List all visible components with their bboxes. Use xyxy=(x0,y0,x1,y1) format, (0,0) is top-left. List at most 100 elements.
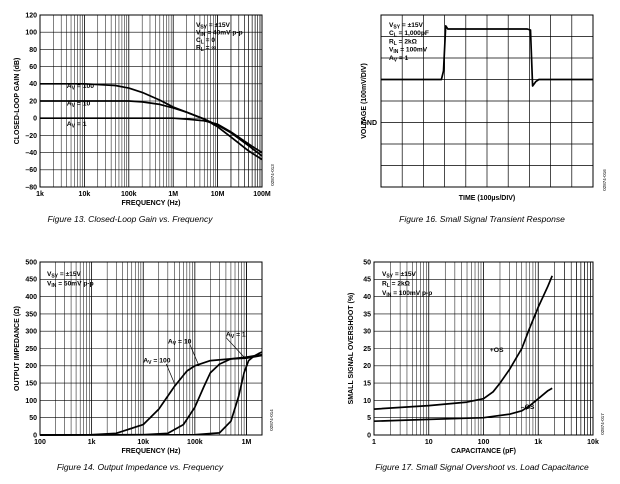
leader-line xyxy=(525,405,531,410)
label-leaders xyxy=(165,337,531,410)
x-axis-label: CAPACITANCE (pF) xyxy=(451,448,516,455)
y-tick-label: 20 xyxy=(363,363,371,370)
y-tick-label: 20 xyxy=(29,98,37,105)
y-tick-label: 0 xyxy=(33,116,37,123)
x-tick-label: 100k xyxy=(121,191,137,198)
chart-2: GND TIME (100µs/DIV) VOLTAGE (100mV/DIV) VS… xyxy=(361,14,607,224)
y-tick-label: 120 xyxy=(25,12,37,19)
x-tick-label: 100 xyxy=(34,439,46,446)
y-tick-label: 250 xyxy=(25,346,37,353)
series-line-2 xyxy=(373,387,553,423)
y-tick-label: –80 xyxy=(25,184,37,191)
y-tick-label: 0 xyxy=(367,432,371,439)
y-tick-label: 10 xyxy=(363,398,371,405)
x-axis-label: FREQUENCY (Hz) xyxy=(122,448,181,455)
plot-frame xyxy=(373,261,594,436)
y-tick-label: 5 xyxy=(367,415,371,422)
x-tick-label: 1k xyxy=(534,439,542,446)
y-tick-label: 300 xyxy=(25,329,37,336)
x-tick-label: 10 xyxy=(425,439,433,446)
condition-text: RL = ∞ xyxy=(196,45,216,54)
x-tick-label: 1M xyxy=(242,439,252,446)
y-tick-label: 25 xyxy=(363,346,371,353)
y-tick-label: 500 xyxy=(25,259,37,266)
x-axis-label: FREQUENCY (Hz) xyxy=(122,200,181,207)
x-tick-label: 10k xyxy=(587,439,599,446)
figure-caption: Figure 14. Output Impedance vs. Frequenc… xyxy=(57,462,224,472)
chart-3: 0 50 100 150 200 250 300 350 400 450 500 100 1k 10k 10… xyxy=(14,259,274,472)
y-tick-label: 40 xyxy=(29,81,37,88)
y-axis-label: SMALL SIGNAL OVERSHOOT (%) xyxy=(348,293,355,405)
x-tick-label: 100k xyxy=(187,439,203,446)
y-tick-label: 15 xyxy=(363,381,371,388)
y-tick-label: 400 xyxy=(25,294,37,301)
x-tick-label: 100 xyxy=(478,439,490,446)
y-axis-label: OUTPUT IMPEDANCE (Ω) xyxy=(14,306,21,391)
y-tick-label: 50 xyxy=(29,415,37,422)
condition-text: RL = 2kΩ xyxy=(389,38,418,47)
x-tick-label: 10M xyxy=(211,191,225,198)
series-line-1 xyxy=(40,82,263,161)
curve-label: AV = 10 xyxy=(67,100,91,109)
curve-label: AV = 100 xyxy=(143,357,171,366)
y-axis-label: CLOSED-LOOP GAIN (dB) xyxy=(14,58,21,145)
y-tick-label: 45 xyxy=(363,277,371,284)
condition-text: AV = 1 xyxy=(389,55,409,64)
condition-text: CL = 0 xyxy=(196,37,215,46)
y-tick-label: GND xyxy=(361,120,377,127)
y-tick-label: 30 xyxy=(363,329,371,336)
condition-text: RL = 2kΩ xyxy=(382,281,411,290)
curve-label: +OS xyxy=(490,347,504,354)
figure-code: 02874-014 xyxy=(269,409,274,431)
condition-text: CL = 1,000pF xyxy=(389,30,429,39)
leader-line xyxy=(225,337,245,358)
x-tick-label: 10k xyxy=(137,439,149,446)
series-line-2 xyxy=(39,353,263,436)
condition-text: VIN = 50mV p-p xyxy=(47,281,94,290)
y-tick-label: 80 xyxy=(29,47,37,54)
y-tick-label: 100 xyxy=(25,398,37,405)
condition-text: VIN = 100mV xyxy=(389,47,428,56)
y-tick-label: 60 xyxy=(29,64,37,71)
figure-caption: Figure 16. Small Signal Transient Respon… xyxy=(399,214,565,224)
x-axis-label: TIME (100µs/DIV) xyxy=(459,195,516,202)
condition-text: VSY = ±15V xyxy=(382,271,417,280)
figure-code: 02874-017 xyxy=(600,413,605,435)
curve-label: AV = 1 xyxy=(226,331,246,340)
y-axis-label: VOLTAGE (100mV/DIV) xyxy=(361,63,368,139)
condition-text: VSY = ±15V xyxy=(196,22,231,31)
series-line-1 xyxy=(373,275,553,410)
grid xyxy=(373,261,593,436)
curve-label: AV = 100 xyxy=(67,83,95,92)
leader-line xyxy=(189,344,200,366)
series-line-3 xyxy=(39,351,263,436)
condition-text: VIN = 40mV p-p xyxy=(196,30,243,39)
x-tick-label: 1M xyxy=(168,191,178,198)
y-tick-label: –40 xyxy=(25,150,37,157)
condition-text: VSY = ±15V xyxy=(389,22,424,31)
x-tick-label: 1k xyxy=(36,191,44,198)
y-tick-label: 100 xyxy=(25,30,37,37)
x-tick-label: 1 xyxy=(372,439,376,446)
y-tick-label: 0 xyxy=(33,432,37,439)
y-tick-label: 200 xyxy=(25,363,37,370)
leader-line xyxy=(165,363,175,384)
chart-4: 0 5 10 15 20 25 30 35 40 45 50 1 10 100 1k 10k CAPACITAN… xyxy=(348,259,605,472)
y-tick-label: 150 xyxy=(25,381,37,388)
curve-label: AV = 1 xyxy=(67,121,87,130)
condition-text: VSY = ±15V xyxy=(47,271,82,280)
grid xyxy=(39,261,263,436)
series-line-3 xyxy=(40,117,263,154)
x-tick-label: 10k xyxy=(79,191,91,198)
curve-label: AV = 10 xyxy=(168,338,192,347)
figure-caption: Figure 17. Small Signal Overshoot vs. Lo… xyxy=(375,462,589,472)
figure-caption: Figure 13. Closed-Loop Gain vs. Frequenc… xyxy=(48,214,214,224)
y-tick-label: –20 xyxy=(25,133,37,140)
y-tick-label: 40 xyxy=(363,294,371,301)
figure-code: 02874-013 xyxy=(270,164,275,186)
x-tick-label: 100M xyxy=(253,191,271,198)
x-tick-label: 1k xyxy=(88,439,96,446)
figure-code: 02874-016 xyxy=(602,169,607,191)
y-tick-label: 35 xyxy=(363,311,371,318)
